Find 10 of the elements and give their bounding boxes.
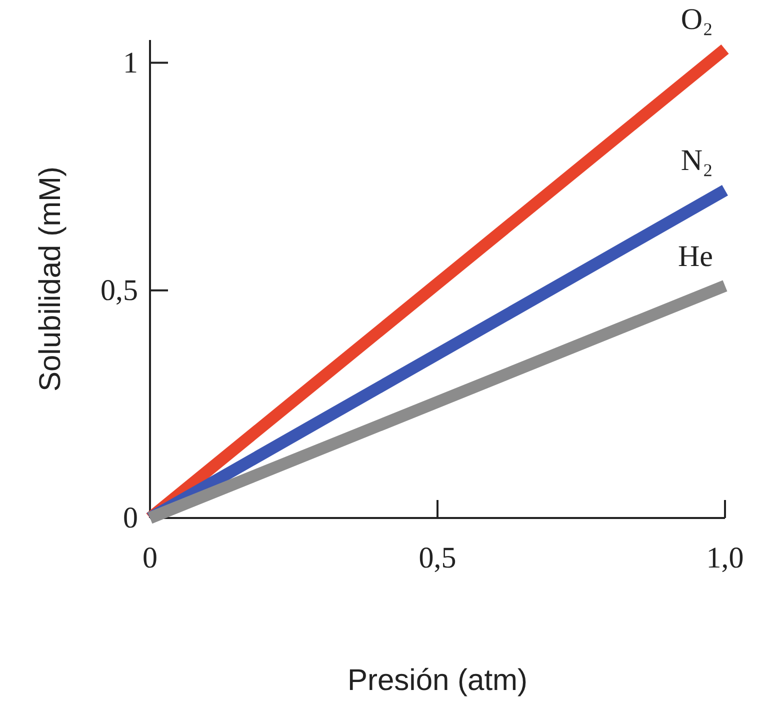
series-label: N₂ [680, 144, 713, 178]
y-tick-label: 1 [123, 46, 138, 80]
y-tick-label: 0,5 [100, 274, 138, 307]
y-axis-title: Solubilidad (mM) [34, 166, 67, 392]
series-label: O₂ [680, 3, 713, 36]
series-label: He [678, 240, 713, 273]
x-tick-label: 1,0 [706, 541, 744, 574]
x-tick-label: 0,5 [418, 541, 456, 574]
y-tick-label: 0 [123, 502, 138, 535]
x-axis-title: Presión (atm) [347, 664, 528, 697]
